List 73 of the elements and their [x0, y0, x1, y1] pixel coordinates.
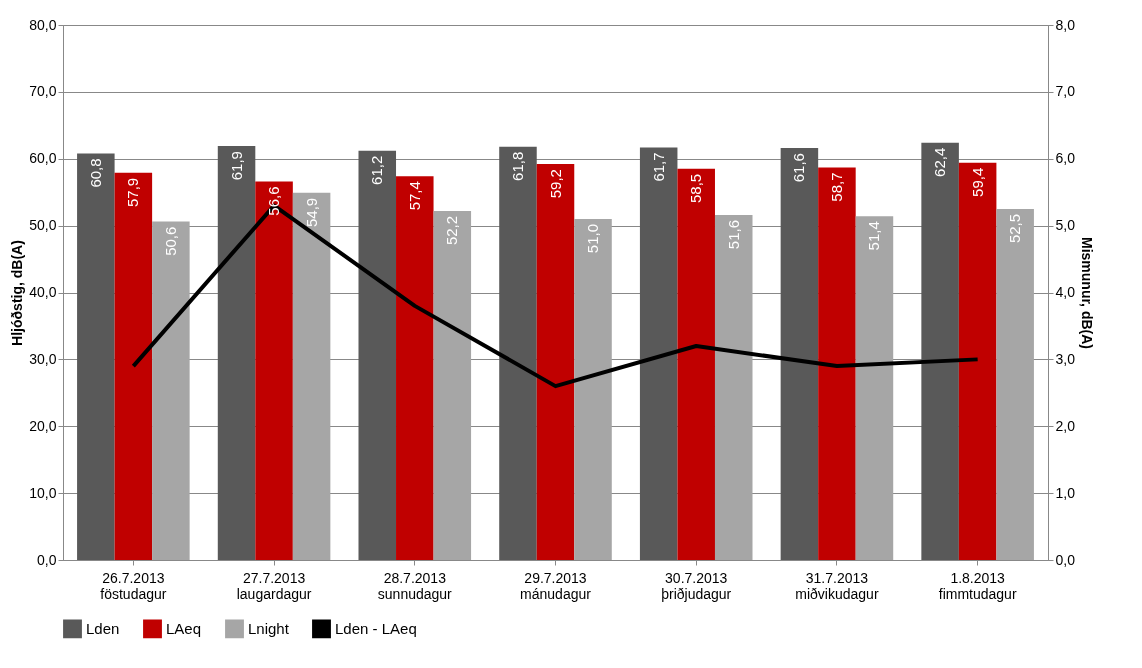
- y2-tick-label: 7,0: [1055, 83, 1076, 100]
- legend-label: Lden - LAeq: [335, 619, 417, 637]
- y2-tick-label: 1,0: [1055, 484, 1076, 501]
- data-label: 61,2: [368, 155, 386, 185]
- bar: [358, 150, 397, 560]
- data-label: 51,4: [865, 221, 883, 251]
- data-label: 58,7: [827, 172, 845, 202]
- bar: [217, 146, 256, 560]
- bar: [536, 164, 575, 560]
- data-label: 58,5: [687, 173, 705, 203]
- data-label: 62,4: [931, 147, 949, 177]
- data-label: 52,2: [443, 215, 461, 246]
- data-label: 52,5: [1006, 213, 1024, 244]
- bar: [996, 208, 1034, 560]
- y-tick-label: 50,0: [29, 217, 57, 234]
- bar: [433, 210, 472, 560]
- data-label: 51,0: [584, 223, 602, 254]
- bar: [396, 176, 434, 560]
- x-tick-label: 28.7.2013 sunnudagur: [377, 569, 453, 602]
- y2-tick-label: 5,0: [1055, 217, 1076, 234]
- y2-tick-label: 6,0: [1055, 150, 1076, 167]
- x-tick-label: 26.7.2013 föstudagur: [100, 569, 167, 602]
- data-label: 54,9: [302, 197, 320, 228]
- y-tick-label: 60,0: [29, 150, 57, 167]
- legend-label: Lden: [86, 619, 120, 637]
- data-label: 61,6: [790, 153, 808, 183]
- bar: [677, 168, 715, 560]
- data-label: 57,4: [405, 181, 423, 211]
- legend-label: LAeq: [166, 619, 202, 637]
- bar: [114, 172, 153, 560]
- y-axis-title: Hljóðstig, dB(A): [9, 240, 26, 346]
- data-label: 61,7: [649, 152, 667, 182]
- y2-tick-label: 4,0: [1055, 284, 1076, 300]
- y-tick-label: 30,0: [29, 350, 57, 367]
- bar: [818, 167, 856, 560]
- data-label: 61,9: [227, 151, 245, 181]
- y-tick-label: 20,0: [29, 417, 57, 434]
- data-label: 61,8: [508, 151, 526, 181]
- x-tick-label: 30.7.2013 þriðjudagur: [661, 569, 732, 602]
- x-tick-label: 27.7.2013 laugardagur: [236, 569, 312, 602]
- bar: [77, 153, 115, 560]
- bar: [152, 221, 190, 560]
- data-label: 50,6: [161, 226, 179, 256]
- x-tick-label: 1.8.2013 fimmtudagur: [938, 569, 1017, 602]
- bar: [639, 147, 678, 560]
- data-label: 57,9: [124, 177, 142, 207]
- x-tick-label: 31.7.2013 miðvikudagur: [795, 569, 879, 602]
- bar: [921, 142, 959, 560]
- y2-tick-label: 0,0: [1055, 551, 1076, 568]
- bar: [714, 214, 753, 560]
- data-label: 60,8: [86, 158, 104, 188]
- bar: [255, 181, 293, 560]
- bar: [958, 162, 997, 560]
- y-tick-label: 80,0: [29, 16, 57, 33]
- data-label: 59,2: [546, 169, 564, 199]
- data-label: 51,6: [724, 219, 742, 250]
- bar: [780, 148, 819, 560]
- bar: [292, 192, 331, 560]
- y2-tick-label: 8,0: [1055, 16, 1076, 33]
- bar: [499, 146, 537, 560]
- y-tick-label: 0,0: [37, 551, 57, 568]
- data-label: 59,4: [968, 167, 986, 197]
- bar: [574, 218, 612, 560]
- x-tick-label: 29.7.2013 mánudagur: [520, 569, 592, 602]
- y-tick-label: 40,0: [29, 284, 57, 300]
- bar: [855, 216, 894, 560]
- y2-axis-title: Mismunur, dB(A): [1078, 237, 1095, 349]
- y-tick-label: 10,0: [29, 484, 57, 501]
- y-tick-label: 70,0: [29, 83, 57, 100]
- y2-tick-label: 2,0: [1055, 417, 1076, 434]
- data-label: 56,6: [265, 186, 283, 216]
- legend-label: Lnight: [248, 619, 290, 637]
- y2-tick-label: 3,0: [1055, 350, 1076, 367]
